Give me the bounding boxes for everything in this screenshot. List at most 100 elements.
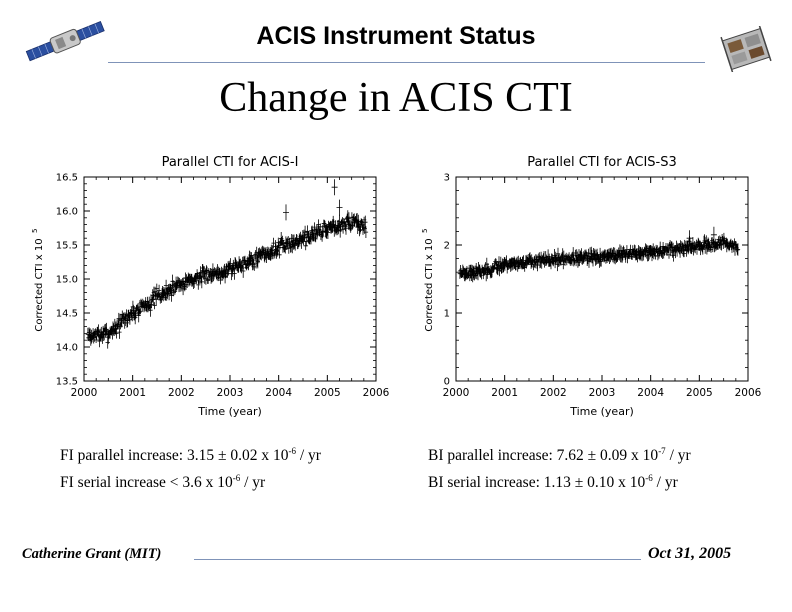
data-point bbox=[169, 289, 174, 302]
x-tick-label: 2006 bbox=[363, 387, 390, 399]
x-tick-label: 2000 bbox=[71, 387, 98, 399]
data-point bbox=[282, 244, 287, 253]
data-point bbox=[283, 245, 288, 254]
data-point bbox=[135, 304, 140, 312]
data-point bbox=[124, 318, 130, 328]
y-axis-label: Corrected CTI x 10 5 bbox=[31, 229, 45, 332]
data-point bbox=[277, 241, 283, 250]
chart-title: Parallel CTI for ACIS-S3 bbox=[527, 155, 677, 170]
y-axis-label: Corrected CTI x 10 5 bbox=[421, 229, 435, 332]
outlier-point bbox=[686, 230, 693, 247]
x-tick-label: 2000 bbox=[443, 387, 470, 399]
data-point bbox=[331, 215, 336, 228]
data-point bbox=[162, 289, 167, 297]
x-tick-label: 2004 bbox=[637, 387, 664, 399]
data-point bbox=[114, 328, 119, 339]
chart-acis-s3: Parallel CTI for ACIS-S3 Corrected CTI x… bbox=[421, 155, 762, 418]
outlier-point bbox=[710, 226, 717, 243]
data-point bbox=[93, 337, 99, 343]
header-rule bbox=[108, 62, 705, 63]
chart-title: Parallel CTI for ACIS-I bbox=[162, 155, 299, 170]
outlier-point bbox=[336, 199, 343, 216]
data-point bbox=[681, 249, 687, 258]
y-tick-label: 14.0 bbox=[56, 343, 78, 354]
y-tick-label: 16.5 bbox=[56, 173, 78, 184]
x-tick-label: 2003 bbox=[589, 387, 616, 399]
data-point bbox=[660, 242, 666, 251]
data-point bbox=[277, 251, 282, 259]
data-point bbox=[312, 222, 317, 232]
data-point bbox=[97, 334, 102, 348]
data-series bbox=[457, 226, 741, 283]
data-point bbox=[721, 232, 727, 245]
data-point bbox=[133, 308, 138, 319]
slide-title: Change in ACIS CTI bbox=[219, 75, 573, 121]
data-point bbox=[172, 287, 178, 295]
data-point bbox=[117, 325, 122, 339]
data-point bbox=[191, 278, 196, 289]
data-point bbox=[569, 254, 574, 265]
fi-serial-stat: FI serial increase < 3.6 x 10-6 / yr bbox=[60, 473, 266, 491]
data-point bbox=[493, 258, 499, 266]
y-tick-label: 3 bbox=[444, 173, 450, 184]
data-point bbox=[241, 264, 246, 278]
y-tick-label: 15.0 bbox=[56, 275, 78, 286]
data-point bbox=[363, 215, 368, 229]
footer-rule bbox=[194, 559, 641, 560]
outlier-point bbox=[283, 204, 289, 221]
chart-acis-i: Parallel CTI for ACIS-I Corrected CTI x … bbox=[31, 155, 390, 418]
data-point bbox=[318, 223, 323, 231]
data-point bbox=[492, 264, 497, 271]
data-point bbox=[346, 212, 352, 225]
outlier-point bbox=[331, 179, 338, 196]
x-tick-label: 2006 bbox=[735, 387, 762, 399]
y-tick-label: 14.5 bbox=[56, 309, 78, 320]
x-tick-label: 2002 bbox=[168, 387, 195, 399]
y-tick-label: 13.5 bbox=[56, 377, 78, 388]
data-point bbox=[504, 255, 509, 267]
y-axis-label-text: Corrected CTI x 10 bbox=[34, 238, 45, 331]
y-axis-label-text: Corrected CTI x 10 bbox=[424, 238, 435, 331]
header-title: ACIS Instrument Status bbox=[256, 22, 536, 50]
data-point bbox=[148, 303, 153, 317]
data-point bbox=[658, 241, 663, 255]
satellite-icon bbox=[25, 21, 105, 62]
data-point bbox=[218, 275, 223, 285]
data-point bbox=[340, 225, 346, 234]
data-point bbox=[242, 255, 248, 265]
x-axis-label: Time (year) bbox=[197, 405, 262, 418]
data-point bbox=[163, 279, 169, 291]
data-point bbox=[152, 302, 157, 310]
x-tick-label: 2005 bbox=[314, 387, 341, 399]
plot-frame bbox=[455, 176, 749, 382]
data-point bbox=[199, 275, 204, 289]
data-point bbox=[313, 235, 318, 243]
data-point bbox=[735, 245, 740, 255]
plot-frame bbox=[83, 176, 377, 382]
y-axis-label-exponent: 5 bbox=[421, 229, 429, 233]
data-point bbox=[579, 248, 584, 262]
bi-serial-stat: BI serial increase: 1.13 ± 0.10 x 10-6 /… bbox=[428, 473, 678, 491]
data-point bbox=[104, 322, 109, 336]
outlier-point bbox=[246, 250, 253, 267]
footer-date: Oct 31, 2005 bbox=[648, 545, 732, 562]
data-point bbox=[343, 221, 349, 235]
x-tick-label: 2003 bbox=[217, 387, 244, 399]
x-tick-label: 2004 bbox=[265, 387, 292, 399]
y-tick-label: 16.0 bbox=[56, 207, 78, 218]
x-tick-label: 2001 bbox=[119, 387, 146, 399]
y-tick-label: 2 bbox=[444, 241, 450, 252]
fi-parallel-stat: FI parallel increase: 3.15 ± 0.02 x 10-6… bbox=[60, 446, 321, 464]
data-point bbox=[205, 276, 210, 284]
data-point bbox=[303, 241, 308, 251]
x-axis-label: Time (year) bbox=[569, 405, 634, 418]
y-axis-label-exponent: 5 bbox=[31, 229, 39, 233]
data-point bbox=[249, 252, 254, 259]
data-point bbox=[228, 258, 233, 269]
data-point bbox=[599, 256, 604, 267]
x-tick-label: 2001 bbox=[491, 387, 518, 399]
data-point bbox=[127, 314, 133, 325]
acis-instrument-icon bbox=[720, 26, 772, 72]
data-point bbox=[235, 262, 241, 273]
bi-parallel-stat: BI parallel increase: 7.62 ± 0.09 x 10-7… bbox=[428, 446, 691, 464]
